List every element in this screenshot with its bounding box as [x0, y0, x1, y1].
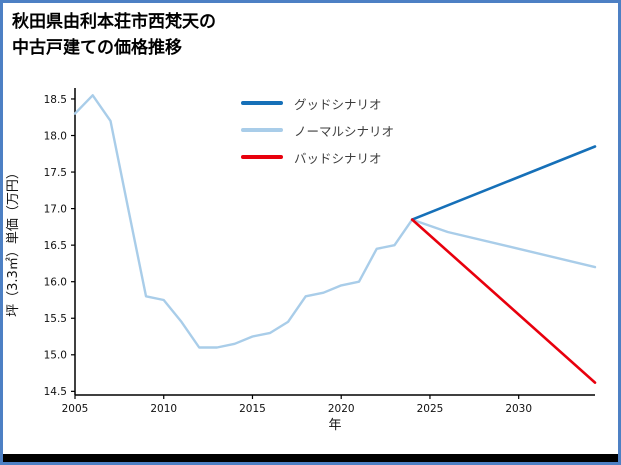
- y-axis-label: 坪（3.3㎡）単価（万円）: [5, 166, 21, 317]
- price-trend-chart: 14.5 15.0 15.5 16.0 16.5 17.0 17.5 18.0 18.5 2005…: [5, 88, 597, 433]
- legend-label-normal: ノーマルシナリオ: [294, 123, 395, 139]
- legend-item-bad: バッドシナリオ: [241, 149, 394, 166]
- title-line-2: 中古戸建ての価格推移: [12, 37, 182, 58]
- y-tick-label: 18.5: [44, 94, 67, 106]
- y-tick-label: 18.0: [44, 130, 67, 142]
- y-tick-label: 16.0: [44, 277, 67, 289]
- series-line-bad: [410, 218, 597, 384]
- x-tick-label: 2015: [239, 403, 266, 415]
- y-tick-label: 15.5: [44, 313, 67, 325]
- x-tick-label: 2010: [150, 403, 177, 415]
- page-title: 秋田県由利本荘市西梵天の 中古戸建ての価格推移: [12, 10, 216, 61]
- y-tick-label: 14.5: [44, 386, 67, 398]
- legend-item-normal: ノーマルシナリオ: [241, 122, 395, 139]
- legend-label-good: グッドシナリオ: [294, 96, 382, 112]
- series-line-history: [73, 94, 414, 349]
- x-tick-label: 2025: [417, 403, 444, 415]
- title-line-1: 秋田県由利本荘市西梵天の: [12, 12, 216, 32]
- bad-scenario-line-swatch: [241, 155, 283, 159]
- x-tick-label: 2005: [62, 403, 89, 415]
- x-axis-label: 年: [328, 418, 341, 433]
- y-tick-label: 17.5: [44, 167, 67, 179]
- legend-item-good: グッドシナリオ: [241, 95, 394, 112]
- y-tick-label: 17.0: [44, 203, 67, 215]
- series-line-good: [410, 145, 597, 221]
- legend: グッドシナリオ ノーマルシナリオ バッドシナリオ: [241, 95, 394, 176]
- normal-scenario-line-swatch: [241, 128, 283, 132]
- y-tick-label: 16.5: [44, 240, 67, 252]
- x-tick-label: 2020: [328, 403, 355, 415]
- x-tick-label: 2030: [505, 403, 532, 415]
- series-line-normal: [411, 218, 597, 269]
- good-scenario-line-swatch: [241, 101, 283, 105]
- legend-label-bad: バッドシナリオ: [294, 150, 382, 166]
- footer-bar: [3, 454, 618, 462]
- y-tick-label: 15.0: [44, 350, 67, 362]
